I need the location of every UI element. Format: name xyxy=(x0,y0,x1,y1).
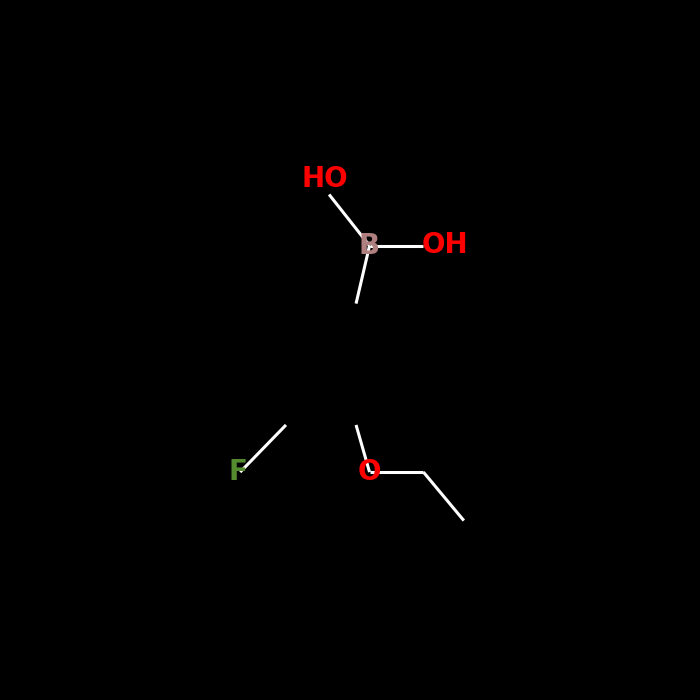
Text: OH: OH xyxy=(421,230,468,258)
Text: F: F xyxy=(228,458,247,486)
Text: O: O xyxy=(358,458,382,486)
Text: HO: HO xyxy=(302,165,348,193)
Text: B: B xyxy=(359,232,380,260)
